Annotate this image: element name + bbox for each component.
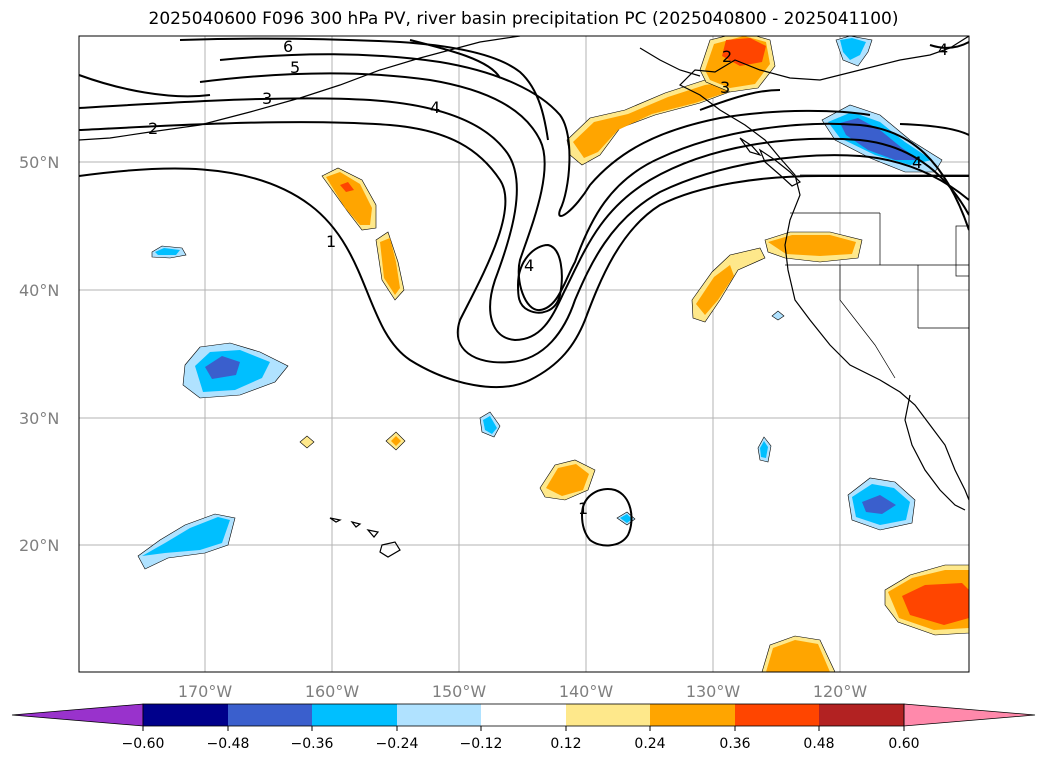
colorbar-tick-label: 0.48: [803, 736, 834, 752]
colorbar-extend-low: [11, 703, 144, 727]
contour-label: 5: [290, 58, 300, 77]
lon-labels: 170°W 160°W 150°W 140°W 130°W 120°W: [178, 682, 868, 701]
contour-label: 4: [912, 153, 922, 172]
lon-label: 120°W: [813, 682, 868, 701]
pos-blob-tiny-1: [299, 435, 315, 449]
pv-contour-4: [199, 72, 969, 311]
lat-label: 30°N: [19, 409, 59, 428]
colorbar-segment: [650, 704, 735, 726]
colorbar-tick-label: 0.24: [634, 736, 665, 752]
contour-label: 6: [283, 37, 293, 56]
colorbar: −0.60 −0.48 −0.36 −0.24 −0.12 0.12 0.24 …: [11, 703, 1036, 752]
colorbar-tick-label: −0.36: [291, 736, 334, 752]
map-area: 6 5 4 3 2 1 4 2 3 4 1 4: [79, 36, 969, 672]
contour-label: 4: [430, 98, 440, 117]
contour-label: 1: [326, 232, 336, 251]
precip-shading: [137, 36, 969, 672]
lon-label: 130°W: [686, 682, 741, 701]
pv-contour-3: [79, 97, 969, 342]
colorbar-extend-high: [903, 703, 1036, 727]
colorbar-segment: [481, 704, 566, 726]
lon-label: 160°W: [305, 682, 360, 701]
pv-contour-6: [179, 37, 549, 141]
colorbar-tick-label: 0.36: [719, 736, 750, 752]
pv-contour-2: [79, 121, 969, 364]
colorbar-segment: [819, 704, 904, 726]
lat-label: 20°N: [19, 536, 59, 555]
colorbar-segment: [397, 704, 481, 726]
neg-blob-tiny-coast: [771, 310, 785, 321]
map-title: 2025040600 F096 300 hPa PV, river basin …: [148, 9, 899, 29]
lat-label: 40°N: [19, 281, 59, 300]
contour-label: 3: [262, 89, 272, 108]
lon-label: 140°W: [559, 682, 614, 701]
contour-label: 1: [578, 499, 588, 518]
contour-label: 4: [524, 256, 534, 275]
pv-contour-5: [219, 53, 871, 217]
pv-contour-ring: [516, 243, 563, 314]
map-frame: [78, 35, 970, 673]
contour-label: 2: [148, 119, 158, 138]
colorbar-tick-label: −0.60: [122, 736, 165, 752]
contour-label: 4: [938, 40, 948, 59]
lat-labels: 50°N 40°N 30°N 20°N: [19, 153, 59, 555]
colorbar-segment: [735, 704, 819, 726]
contour-label: 2: [722, 47, 732, 66]
colorbar-tick-label: −0.24: [376, 736, 419, 752]
contour-label: 3: [720, 78, 730, 97]
colorbar-segment: [312, 704, 397, 726]
lon-label: 170°W: [178, 682, 233, 701]
colorbar-segment: [228, 704, 312, 726]
colorbar-segment: [566, 704, 650, 726]
colorbar-tick-label: −0.48: [207, 736, 250, 752]
pv-contours: [79, 37, 969, 547]
colorbar-tick-label: −0.12: [460, 736, 503, 752]
lat-label: 50°N: [19, 153, 59, 172]
lon-label: 150°W: [432, 682, 487, 701]
pv-contour-1: [79, 167, 969, 389]
colorbar-tick-label: 0.12: [550, 736, 581, 752]
pv-contour-hawaii-ring: [580, 488, 633, 547]
colorbar-segment: [143, 704, 228, 726]
colorbar-tick-label: 0.60: [888, 736, 919, 752]
contour-labels: 6 5 4 3 2 1 4 2 3 4 1 4: [148, 37, 948, 518]
